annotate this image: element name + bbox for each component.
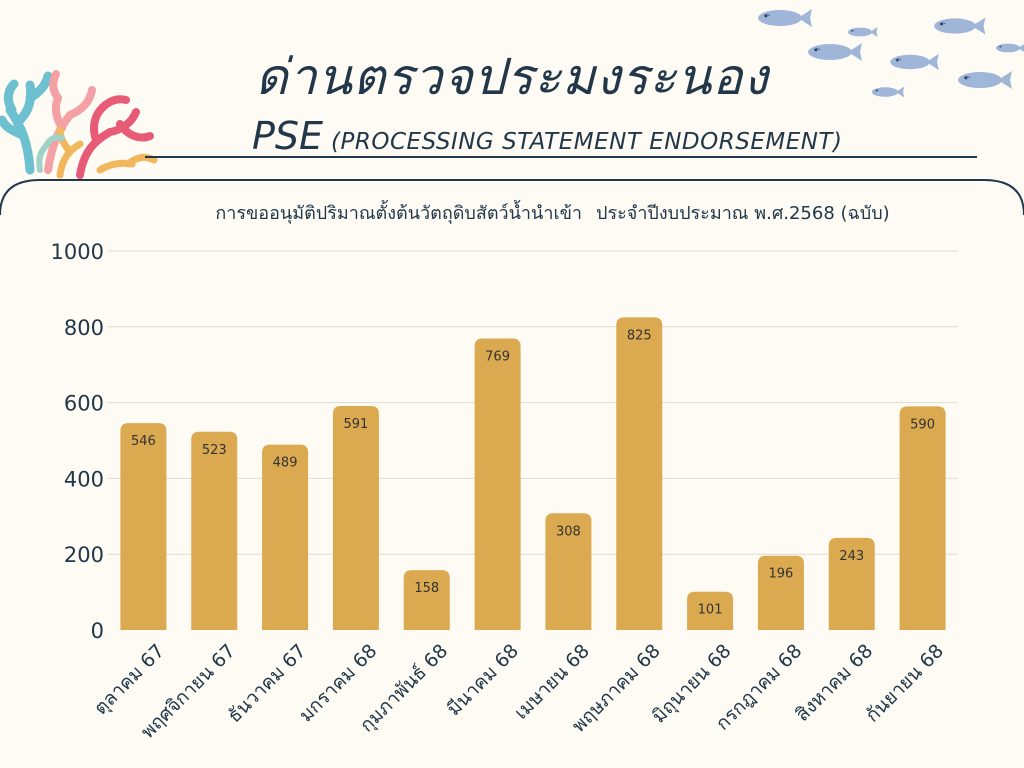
bar <box>474 338 521 630</box>
bar <box>120 423 167 630</box>
page-title: ด่านตรวจประมงระนอง <box>255 48 769 106</box>
chart-title-main: การขออนุมัติปริมาณตั้งต้นวัตถุดิบสัตว์น้… <box>215 203 583 224</box>
bar <box>616 317 663 630</box>
data-label: 825 <box>627 328 652 343</box>
bar <box>332 406 379 630</box>
bar <box>687 591 734 630</box>
bar <box>757 555 804 630</box>
data-label: 489 <box>273 456 298 471</box>
y-tick-label: 800 <box>64 316 104 340</box>
data-label: 158 <box>414 581 439 596</box>
data-label: 308 <box>556 524 581 539</box>
bar <box>403 570 450 630</box>
data-label: 591 <box>344 417 369 432</box>
data-label: 546 <box>131 434 156 449</box>
bar <box>262 444 309 630</box>
y-tick-label: 400 <box>64 467 104 491</box>
data-label: 196 <box>769 567 794 582</box>
subtitle-abbr: PSE <box>252 114 324 158</box>
data-label: 769 <box>485 350 510 365</box>
data-label: 101 <box>698 603 723 618</box>
page-subtitle: PSE (PROCESSING STATEMENT ENDORSEMENT) <box>252 114 842 158</box>
chart-title: การขออนุมัติปริมาณตั้งต้นวัตถุดิบสัตว์น้… <box>0 198 1024 227</box>
data-label: 523 <box>202 443 227 458</box>
coral-icon <box>0 70 158 179</box>
y-tick-label: 200 <box>64 543 104 567</box>
data-label: 243 <box>839 549 864 564</box>
y-tick-label: 600 <box>64 392 104 416</box>
bar <box>899 406 946 630</box>
chart-frame <box>0 179 1024 216</box>
y-tick-label: 0 <box>91 619 104 643</box>
y-tick-label: 1000 <box>51 240 104 264</box>
chart-title-sub: ประจำปีงบประมาณ พ.ศ.2568 (ฉบับ) <box>596 203 890 224</box>
bar <box>828 537 875 630</box>
subtitle-full-name: (PROCESSING STATEMENT ENDORSEMENT) <box>331 129 843 155</box>
bar <box>545 513 592 630</box>
bar <box>191 431 238 630</box>
data-label: 590 <box>910 417 935 432</box>
